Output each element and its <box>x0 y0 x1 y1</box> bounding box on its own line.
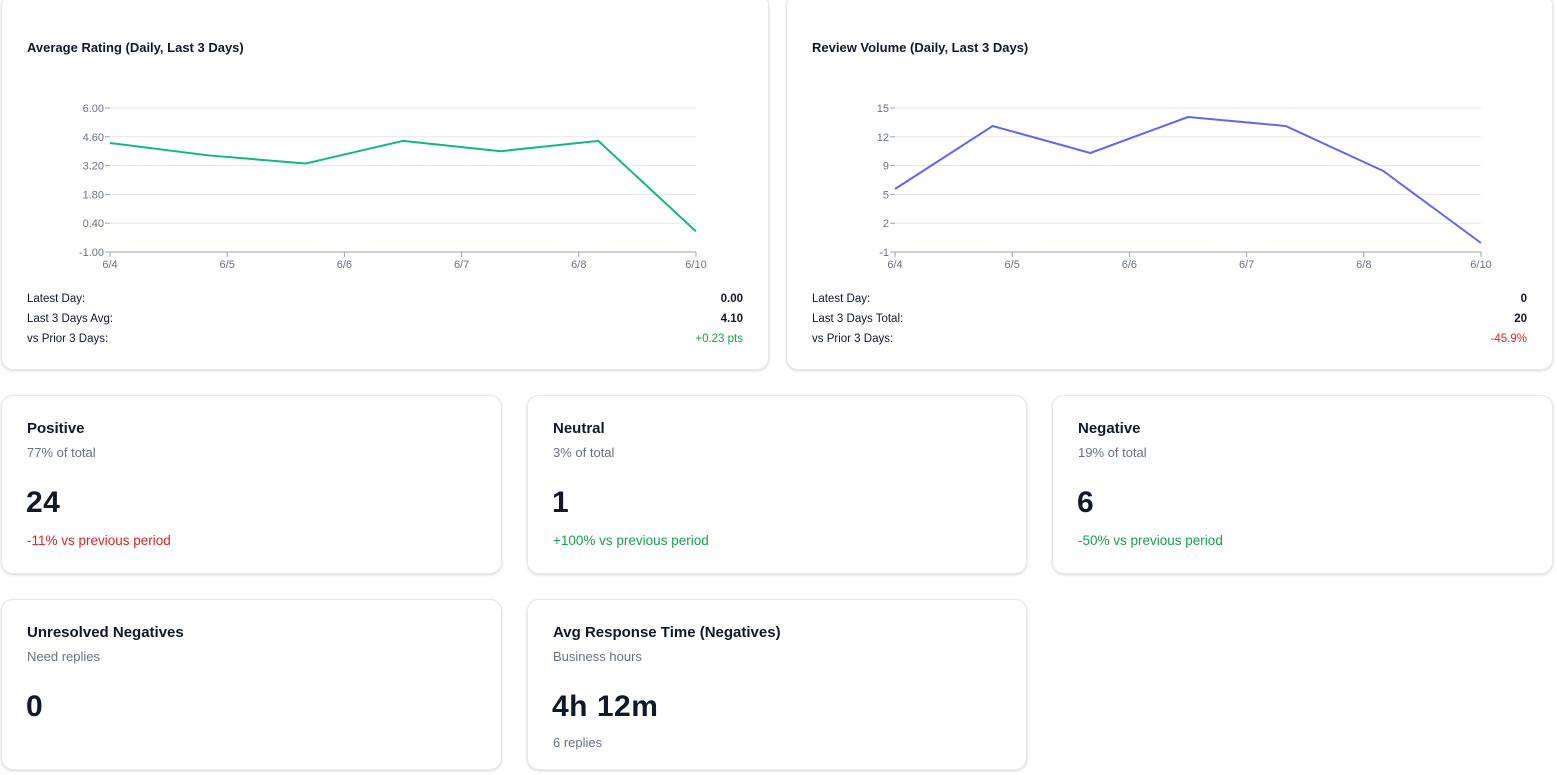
stat-value: 0.00 <box>720 293 743 305</box>
x-tick-label: 6/10 <box>1470 259 1491 271</box>
y-tick-label: -1 <box>879 247 889 259</box>
metric-subtitle: 19% of total <box>1078 445 1147 460</box>
x-tick-label: 6/6 <box>1122 259 1137 271</box>
stat-label: Latest Day: <box>812 293 871 305</box>
x-tick-label: 6/7 <box>1239 259 1254 271</box>
metric-value: 1 <box>552 486 570 519</box>
x-tick-label: 6/7 <box>454 259 469 271</box>
y-tick-label: 2 <box>883 218 889 230</box>
stat-last-3-days-total: Last 3 Days Total: 20 <box>812 313 1527 329</box>
metric-change: +100% vs previous period <box>553 533 709 548</box>
stat-value: +0.23 pts <box>695 333 743 345</box>
metric-change: -50% vs previous period <box>1078 533 1223 548</box>
metric-change: -11% vs previous period <box>27 533 171 548</box>
metric-value: 24 <box>26 486 61 519</box>
metric-title: Avg Response Time (Negatives) <box>553 624 781 641</box>
metric-title: Neutral <box>553 420 605 437</box>
y-tick-label: -1.00 <box>79 247 104 259</box>
review-volume-chart: 15 12 9 5 2 -16/4 6/5 6/6 6/7 6/8 6/10 <box>877 103 1492 271</box>
x-tick-label: 6/8 <box>1356 259 1371 271</box>
y-tick-label: 5 <box>883 189 889 201</box>
metric-value: 4h 12m <box>552 690 659 723</box>
average-rating-card: Average Rating (Daily, Last 3 Days) 6.00… <box>1 0 769 370</box>
neutral-card: Neutral 3% of total 1 +100% vs previous … <box>527 395 1027 574</box>
x-tick-label: 6/4 <box>102 259 117 271</box>
x-tick-label: 6/10 <box>685 259 706 271</box>
y-tick-label: 3.20 <box>83 161 104 173</box>
y-tick-label: 6.00 <box>83 103 104 115</box>
stat-last-3-days-avg: Last 3 Days Avg: 4.10 <box>27 313 743 329</box>
stat-value: 20 <box>1514 313 1527 325</box>
stat-value: -45.9% <box>1490 333 1527 345</box>
review-volume-card: Review Volume (Daily, Last 3 Days) 15 12 9… <box>786 0 1553 370</box>
metric-title: Unresolved Negatives <box>27 624 184 641</box>
stat-label: Latest Day: <box>27 293 86 305</box>
metric-subtitle: 77% of total <box>27 445 96 460</box>
y-tick-label: 15 <box>877 103 889 115</box>
stat-latest-day: Latest Day: 0 <box>812 293 1527 309</box>
y-tick-label: 0.40 <box>83 218 104 230</box>
chart-title: Average Rating (Daily, Last 3 Days) <box>27 40 244 55</box>
x-tick-label: 6/5 <box>220 259 235 271</box>
stat-vs-prior: vs Prior 3 Days: -45.9% <box>812 333 1527 349</box>
x-tick-label: 6/8 <box>571 259 586 271</box>
stat-label: Last 3 Days Total: <box>812 313 904 325</box>
y-tick-label: 9 <box>883 161 889 173</box>
stat-value: 0 <box>1520 293 1527 305</box>
stat-latest-day: Latest Day: 0.00 <box>27 293 743 309</box>
y-tick-label: 4.60 <box>83 132 104 144</box>
stat-label: Last 3 Days Avg: <box>27 313 114 325</box>
y-tick-label: 12 <box>877 132 889 144</box>
metric-subtitle: Business hours <box>553 649 642 664</box>
metric-value: 6 <box>1077 486 1095 519</box>
metric-title: Positive <box>27 420 85 437</box>
metric-note: 6 replies <box>553 735 603 750</box>
x-tick-label: 6/4 <box>887 259 902 271</box>
average-rating-chart: 6.00 4.60 3.20 1.80 0.40 -1.006/4 6/5 6/6 6/7 6/8… <box>79 103 707 271</box>
metric-title: Negative <box>1078 420 1141 437</box>
x-tick-label: 6/5 <box>1005 259 1020 271</box>
stat-vs-prior: vs Prior 3 Days: +0.23 pts <box>27 333 743 349</box>
metric-subtitle: Need replies <box>27 649 100 664</box>
positive-card: Positive 77% of total 24 -11% vs previou… <box>1 395 502 574</box>
metric-value: 0 <box>26 690 44 723</box>
series-line <box>894 116 1482 244</box>
stat-value: 4.10 <box>720 313 743 325</box>
chart-title: Review Volume (Daily, Last 3 Days) <box>812 40 1029 55</box>
x-tick-label: 6/6 <box>337 259 352 271</box>
stat-label: vs Prior 3 Days: <box>27 333 109 345</box>
metric-subtitle: 3% of total <box>553 445 615 460</box>
avg-response-time-card: Avg Response Time (Negatives) Business h… <box>527 599 1027 770</box>
series-line <box>109 139 697 233</box>
negative-card: Negative 19% of total 6 -50% vs previous… <box>1052 395 1553 574</box>
unresolved-negatives-card: Unresolved Negatives Need replies 0 <box>1 599 502 770</box>
y-tick-label: 1.80 <box>83 189 104 201</box>
stat-label: vs Prior 3 Days: <box>812 333 894 345</box>
